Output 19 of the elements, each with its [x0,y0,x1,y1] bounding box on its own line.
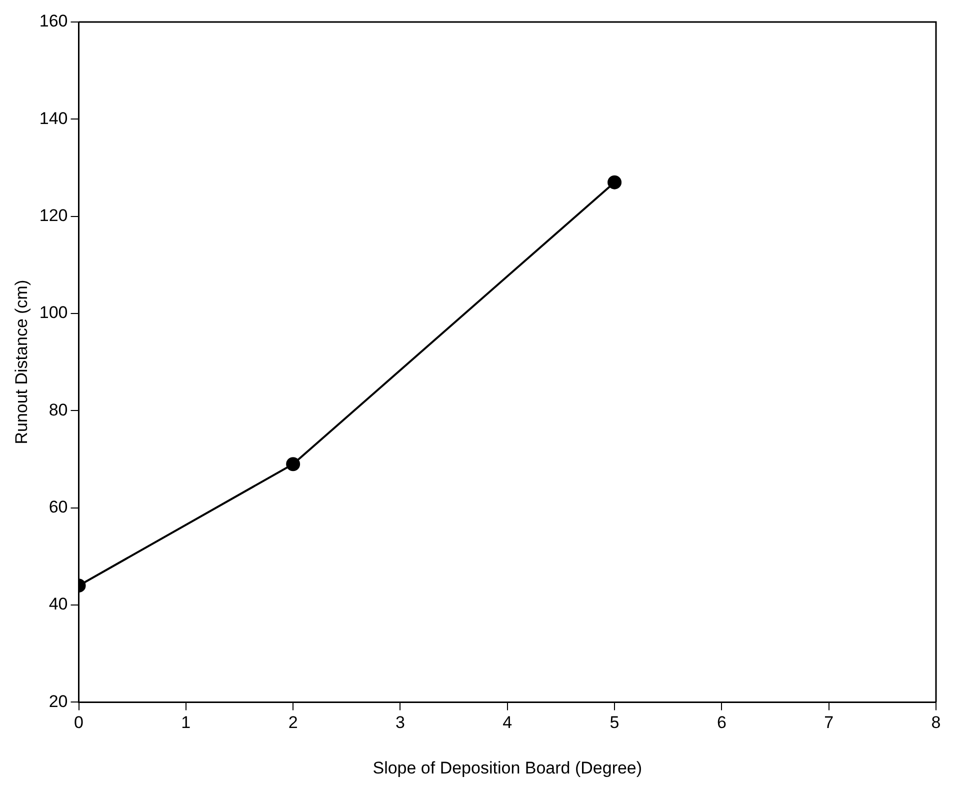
x-tick-label: 8 [931,713,941,732]
x-tick-label: 0 [74,713,84,732]
y-tick-label: 140 [39,108,68,128]
x-tick-label: 6 [716,713,726,732]
y-tick-label: 20 [48,692,68,711]
y-tick-label: 80 [48,400,68,420]
y-tick-label: 60 [48,498,68,517]
x-tick-label: 3 [395,713,405,732]
y-tick-label: 40 [48,594,68,614]
x-tick-label: 5 [610,713,620,732]
y-axis-title: Runout Distance (cm) [12,280,31,444]
y-tick-label: 100 [39,303,68,322]
x-tick-label: 1 [181,713,191,732]
x-tick-label: 7 [824,713,834,732]
y-tick-label: 120 [39,206,68,226]
y-tick-label: 160 [39,12,68,31]
x-tick-label: 2 [288,713,298,732]
x-tick-label: 4 [502,713,512,732]
x-axis-title: Slope of Deposition Board (Degree) [372,758,642,778]
